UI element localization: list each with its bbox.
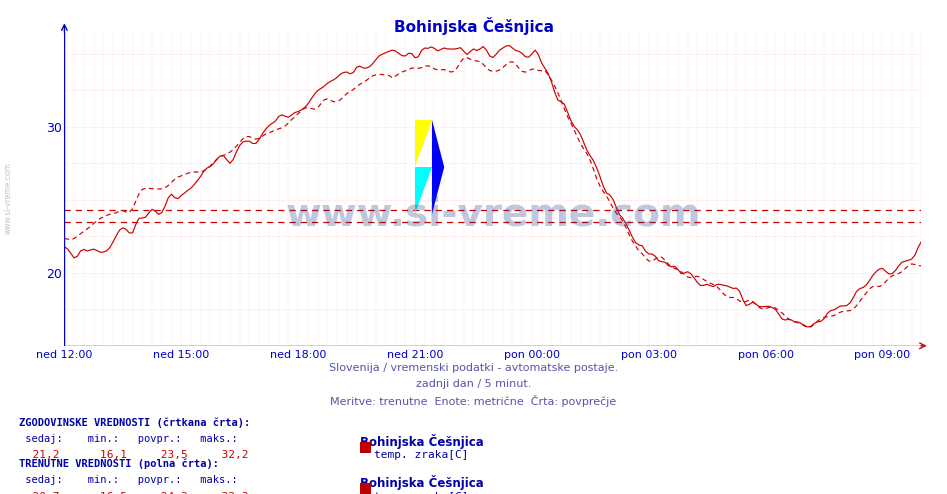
Polygon shape <box>432 120 444 214</box>
Text: Slovenija / vremenski podatki - avtomatske postaje.: Slovenija / vremenski podatki - avtomats… <box>329 363 618 373</box>
Text: ZGODOVINSKE VREDNOSTI (črtkana črta):: ZGODOVINSKE VREDNOSTI (črtkana črta): <box>19 417 250 428</box>
Text: www.si-vreme.com: www.si-vreme.com <box>4 162 13 234</box>
Text: temp. zraka[C]: temp. zraka[C] <box>374 450 469 460</box>
Text: Bohinjska Češnjica: Bohinjska Češnjica <box>394 17 553 35</box>
Text: sedaj:    min.:   povpr.:   maks.:: sedaj: min.: povpr.: maks.: <box>19 434 238 444</box>
Text: TRENUTNE VREDNOSTI (polna črta):: TRENUTNE VREDNOSTI (polna črta): <box>19 459 219 469</box>
Polygon shape <box>415 120 432 167</box>
Text: Bohinjska Češnjica: Bohinjska Češnjica <box>360 434 484 449</box>
Text: 21,2      16,1     23,5     32,2: 21,2 16,1 23,5 32,2 <box>19 450 248 460</box>
Text: zadnji dan / 5 minut.: zadnji dan / 5 minut. <box>416 379 531 389</box>
Text: Bohinjska Češnjica: Bohinjska Češnjica <box>360 475 484 490</box>
Text: 20,7      16,5     24,3     33,3: 20,7 16,5 24,3 33,3 <box>19 492 248 494</box>
Text: temp. zraka[C]: temp. zraka[C] <box>374 492 469 494</box>
Text: www.si-vreme.com: www.si-vreme.com <box>285 195 701 233</box>
Text: Meritve: trenutne  Enote: metrične  Črta: povprečje: Meritve: trenutne Enote: metrične Črta: … <box>331 395 616 407</box>
Text: sedaj:    min.:   povpr.:   maks.:: sedaj: min.: povpr.: maks.: <box>19 475 238 485</box>
Polygon shape <box>415 167 432 214</box>
